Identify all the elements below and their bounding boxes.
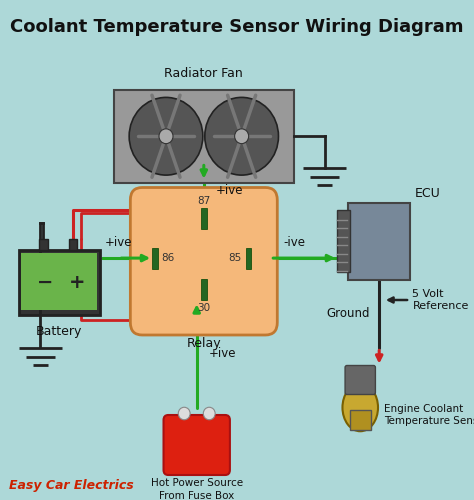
Text: 30: 30 [197, 303, 210, 313]
Text: 86: 86 [162, 253, 175, 263]
Bar [201, 280, 207, 300]
Bar [21, 252, 97, 310]
Text: +: + [69, 273, 85, 292]
FancyBboxPatch shape [130, 188, 277, 335]
Circle shape [205, 98, 279, 175]
Text: -ive: -ive [283, 236, 305, 249]
Bar [348, 202, 410, 280]
Bar [246, 248, 251, 268]
Text: Easy Car Electrics: Easy Car Electrics [9, 480, 134, 492]
Bar [69, 239, 77, 250]
Circle shape [129, 98, 203, 175]
Circle shape [159, 129, 173, 144]
Text: Coolant Temperature Sensor Wiring Diagram: Coolant Temperature Sensor Wiring Diagra… [10, 18, 464, 36]
Text: 87: 87 [197, 196, 210, 206]
Text: +ive: +ive [216, 184, 243, 197]
Text: Ground: Ground [326, 307, 370, 320]
Text: +ive: +ive [209, 348, 236, 360]
Text: 85: 85 [228, 253, 242, 263]
Bar [201, 208, 207, 230]
Text: +ive: +ive [105, 236, 132, 249]
Text: Radiator Fan: Radiator Fan [164, 67, 243, 80]
Ellipse shape [203, 407, 215, 420]
FancyBboxPatch shape [114, 90, 294, 182]
Text: Engine Coolant
Temperature Sensor: Engine Coolant Temperature Sensor [384, 404, 474, 426]
Ellipse shape [178, 407, 190, 420]
Bar [39, 239, 47, 250]
FancyBboxPatch shape [350, 410, 371, 430]
Text: From Fuse Box: From Fuse Box [159, 491, 234, 500]
Bar [337, 210, 350, 272]
FancyBboxPatch shape [19, 250, 100, 315]
Text: Battery: Battery [36, 325, 82, 338]
Text: ECU: ECU [415, 187, 440, 200]
FancyBboxPatch shape [164, 415, 230, 475]
Bar [152, 248, 158, 268]
Text: Relay: Relay [186, 338, 221, 350]
Text: −: − [36, 273, 53, 292]
Text: 5 Volt
Reference: 5 Volt Reference [412, 289, 469, 311]
Circle shape [235, 129, 249, 144]
Text: Hot Power Source: Hot Power Source [151, 478, 243, 488]
Ellipse shape [342, 384, 378, 431]
FancyBboxPatch shape [345, 366, 375, 394]
